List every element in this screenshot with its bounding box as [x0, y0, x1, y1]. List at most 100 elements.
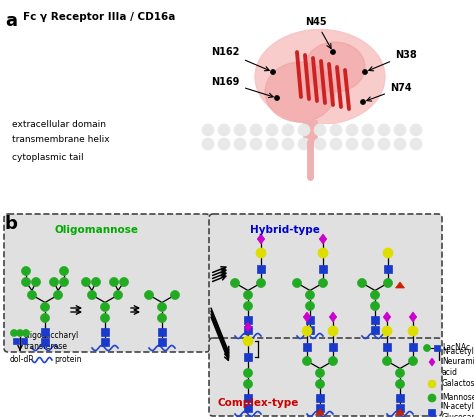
Bar [200, 124, 430, 150]
Text: N169: N169 [211, 77, 273, 98]
Ellipse shape [265, 62, 335, 122]
Text: N-acetyl
Neuraminic
acid: N-acetyl Neuraminic acid [442, 347, 474, 377]
Text: cytoplasmic tail: cytoplasmic tail [12, 153, 83, 163]
Text: N74: N74 [367, 83, 411, 101]
Text: dol-dP: dol-dP [10, 356, 34, 364]
Circle shape [234, 138, 246, 150]
Circle shape [395, 379, 404, 389]
Circle shape [27, 291, 36, 299]
Text: Hybrid-type: Hybrid-type [250, 225, 320, 235]
Circle shape [243, 336, 253, 346]
Bar [244, 326, 252, 334]
Circle shape [378, 138, 390, 150]
Circle shape [113, 291, 122, 299]
Circle shape [314, 124, 326, 136]
Text: Fc γ Receptor IIIa / CD16a: Fc γ Receptor IIIa / CD16a [23, 12, 175, 22]
Circle shape [100, 314, 109, 322]
Circle shape [274, 95, 280, 100]
Bar [319, 265, 327, 273]
Bar [21, 338, 27, 344]
Bar [396, 404, 404, 412]
FancyBboxPatch shape [4, 214, 210, 352]
Bar [101, 338, 109, 346]
Circle shape [60, 266, 69, 276]
Circle shape [230, 279, 239, 287]
Bar [303, 120, 317, 142]
Text: N45: N45 [305, 17, 331, 48]
Circle shape [330, 124, 342, 136]
Circle shape [314, 138, 326, 150]
Bar [383, 343, 391, 351]
Circle shape [119, 277, 128, 286]
Circle shape [91, 277, 100, 286]
Bar [428, 409, 436, 415]
Bar [303, 343, 311, 351]
Circle shape [82, 277, 91, 286]
Bar [434, 345, 440, 351]
Circle shape [410, 124, 422, 136]
Circle shape [306, 301, 315, 311]
Polygon shape [383, 312, 391, 322]
Circle shape [362, 138, 374, 150]
Circle shape [60, 277, 69, 286]
Bar [409, 343, 417, 351]
Circle shape [378, 124, 390, 136]
Circle shape [371, 291, 380, 299]
Circle shape [202, 124, 214, 136]
Circle shape [22, 329, 29, 337]
Circle shape [10, 329, 18, 337]
Circle shape [157, 314, 166, 322]
Circle shape [40, 314, 49, 322]
FancyBboxPatch shape [209, 214, 442, 340]
Text: N-acetyl
Glucosamine: N-acetyl Glucosamine [442, 402, 474, 417]
Circle shape [21, 277, 30, 286]
Circle shape [362, 124, 374, 136]
Circle shape [244, 379, 253, 389]
Ellipse shape [305, 42, 365, 92]
Circle shape [250, 124, 262, 136]
Circle shape [328, 357, 337, 365]
Bar [396, 394, 404, 402]
Circle shape [328, 326, 338, 336]
FancyBboxPatch shape [209, 338, 442, 416]
Text: Complex-type: Complex-type [218, 398, 300, 408]
Bar [257, 265, 265, 273]
Bar [306, 326, 314, 334]
Bar [41, 328, 49, 336]
Circle shape [298, 138, 310, 150]
Text: LacNAc: LacNAc [442, 344, 470, 352]
Bar [244, 404, 252, 412]
Circle shape [302, 326, 312, 336]
Polygon shape [409, 312, 417, 322]
Circle shape [244, 369, 253, 377]
Circle shape [428, 380, 436, 388]
Circle shape [218, 138, 230, 150]
Text: Galactose: Galactose [442, 379, 474, 389]
Circle shape [316, 379, 325, 389]
Bar [329, 343, 337, 351]
Circle shape [40, 302, 49, 311]
Circle shape [383, 279, 392, 287]
Circle shape [256, 279, 265, 287]
Text: protein: protein [54, 354, 82, 364]
Bar [306, 316, 314, 324]
Circle shape [157, 302, 166, 311]
Bar [158, 328, 166, 336]
Polygon shape [395, 282, 404, 288]
Bar [384, 265, 392, 273]
Circle shape [234, 124, 246, 136]
Ellipse shape [255, 30, 385, 125]
Bar [244, 316, 252, 324]
Circle shape [363, 70, 367, 75]
Circle shape [383, 357, 392, 365]
Circle shape [256, 248, 266, 258]
Polygon shape [244, 322, 252, 332]
Circle shape [394, 138, 406, 150]
Circle shape [318, 248, 328, 258]
Circle shape [357, 279, 366, 287]
Bar [13, 338, 19, 344]
Polygon shape [395, 409, 404, 415]
Bar [244, 353, 252, 361]
Circle shape [302, 357, 311, 365]
Circle shape [410, 138, 422, 150]
